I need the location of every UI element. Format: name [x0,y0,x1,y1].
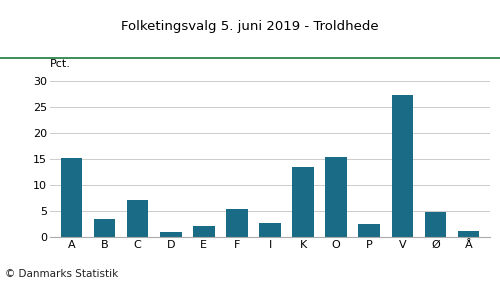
Text: Pct.: Pct. [50,59,71,69]
Bar [292,167,314,237]
Bar [424,212,446,237]
Bar [392,95,413,237]
Bar [358,224,380,237]
Bar [259,223,281,237]
Text: © Danmarks Statistik: © Danmarks Statistik [5,269,118,279]
Bar [193,226,214,237]
Bar [458,231,479,237]
Bar [226,209,248,237]
Bar [127,201,148,237]
Bar [61,158,82,237]
Bar [160,232,182,237]
Bar [94,219,116,237]
Bar [326,157,347,237]
Text: Folketingsvalg 5. juni 2019 - Troldhede: Folketingsvalg 5. juni 2019 - Troldhede [121,20,379,33]
